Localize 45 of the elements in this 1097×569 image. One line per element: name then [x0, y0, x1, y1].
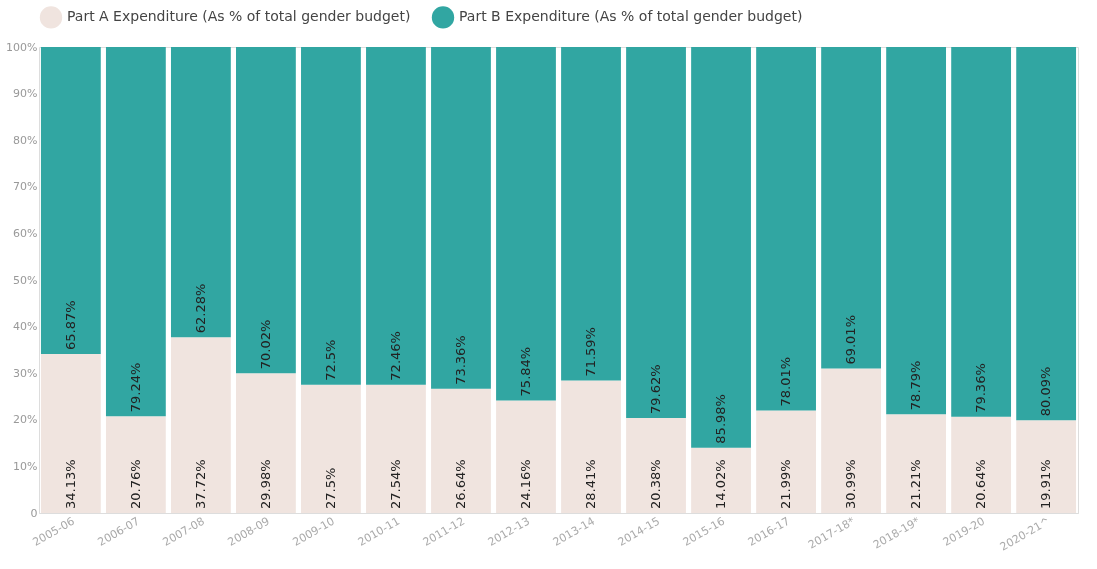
y-tick-label: 70%: [13, 180, 38, 194]
data-label: 70.02%: [257, 319, 273, 370]
legend-label: Part A Expenditure (As % of total gender budget): [67, 8, 411, 25]
data-label: 69.01%: [843, 315, 859, 365]
y-tick-label: 10%: [13, 459, 38, 473]
y-tick-label: 50%: [13, 273, 38, 287]
y-tick-label: 0: [30, 506, 38, 520]
data-label: 30.99%: [843, 459, 859, 509]
y-tick-label: 60%: [13, 226, 38, 240]
y-tick-label: 30%: [13, 366, 38, 380]
data-label: 37.72%: [192, 459, 208, 509]
data-label: 65.87%: [62, 300, 78, 350]
legend-label: Part B Expenditure (As % of total gender budget): [459, 8, 803, 25]
data-label: 29.98%: [257, 459, 273, 509]
y-tick-label: 100%: [6, 40, 38, 54]
data-label: 20.38%: [648, 459, 664, 509]
y-tick-label: 90%: [13, 87, 38, 101]
data-label: 27.5%: [322, 467, 338, 509]
data-label: 78.01%: [778, 356, 794, 407]
data-label: 26.64%: [452, 459, 468, 509]
data-label: 78.79%: [908, 360, 924, 411]
data-label: 14.02%: [713, 459, 729, 509]
data-label: 24.16%: [517, 459, 533, 509]
data-label: 85.98%: [713, 394, 729, 444]
data-label: 75.84%: [517, 346, 533, 397]
data-label: 21.99%: [778, 459, 794, 509]
data-label: 72.46%: [387, 331, 403, 381]
data-label: 71.59%: [583, 327, 599, 377]
data-label: 21.21%: [908, 459, 924, 509]
data-label: 79.24%: [127, 362, 143, 413]
data-label: 19.91%: [1038, 459, 1054, 509]
data-label: 62.28%: [192, 283, 208, 334]
data-label: 28.41%: [583, 459, 599, 509]
data-label: 79.36%: [973, 363, 989, 413]
y-tick-label: 40%: [13, 320, 38, 334]
y-tick-label: 20%: [13, 413, 38, 427]
data-label: 73.36%: [452, 335, 468, 385]
data-label: 20.64%: [973, 459, 989, 509]
y-tick-label: 80%: [13, 133, 38, 147]
data-label: 20.76%: [127, 459, 143, 509]
data-label: 27.54%: [387, 459, 403, 509]
data-label: 72.5%: [322, 339, 338, 381]
data-label: 80.09%: [1038, 366, 1054, 417]
data-label: 34.13%: [62, 459, 78, 509]
data-label: 79.62%: [648, 364, 664, 415]
